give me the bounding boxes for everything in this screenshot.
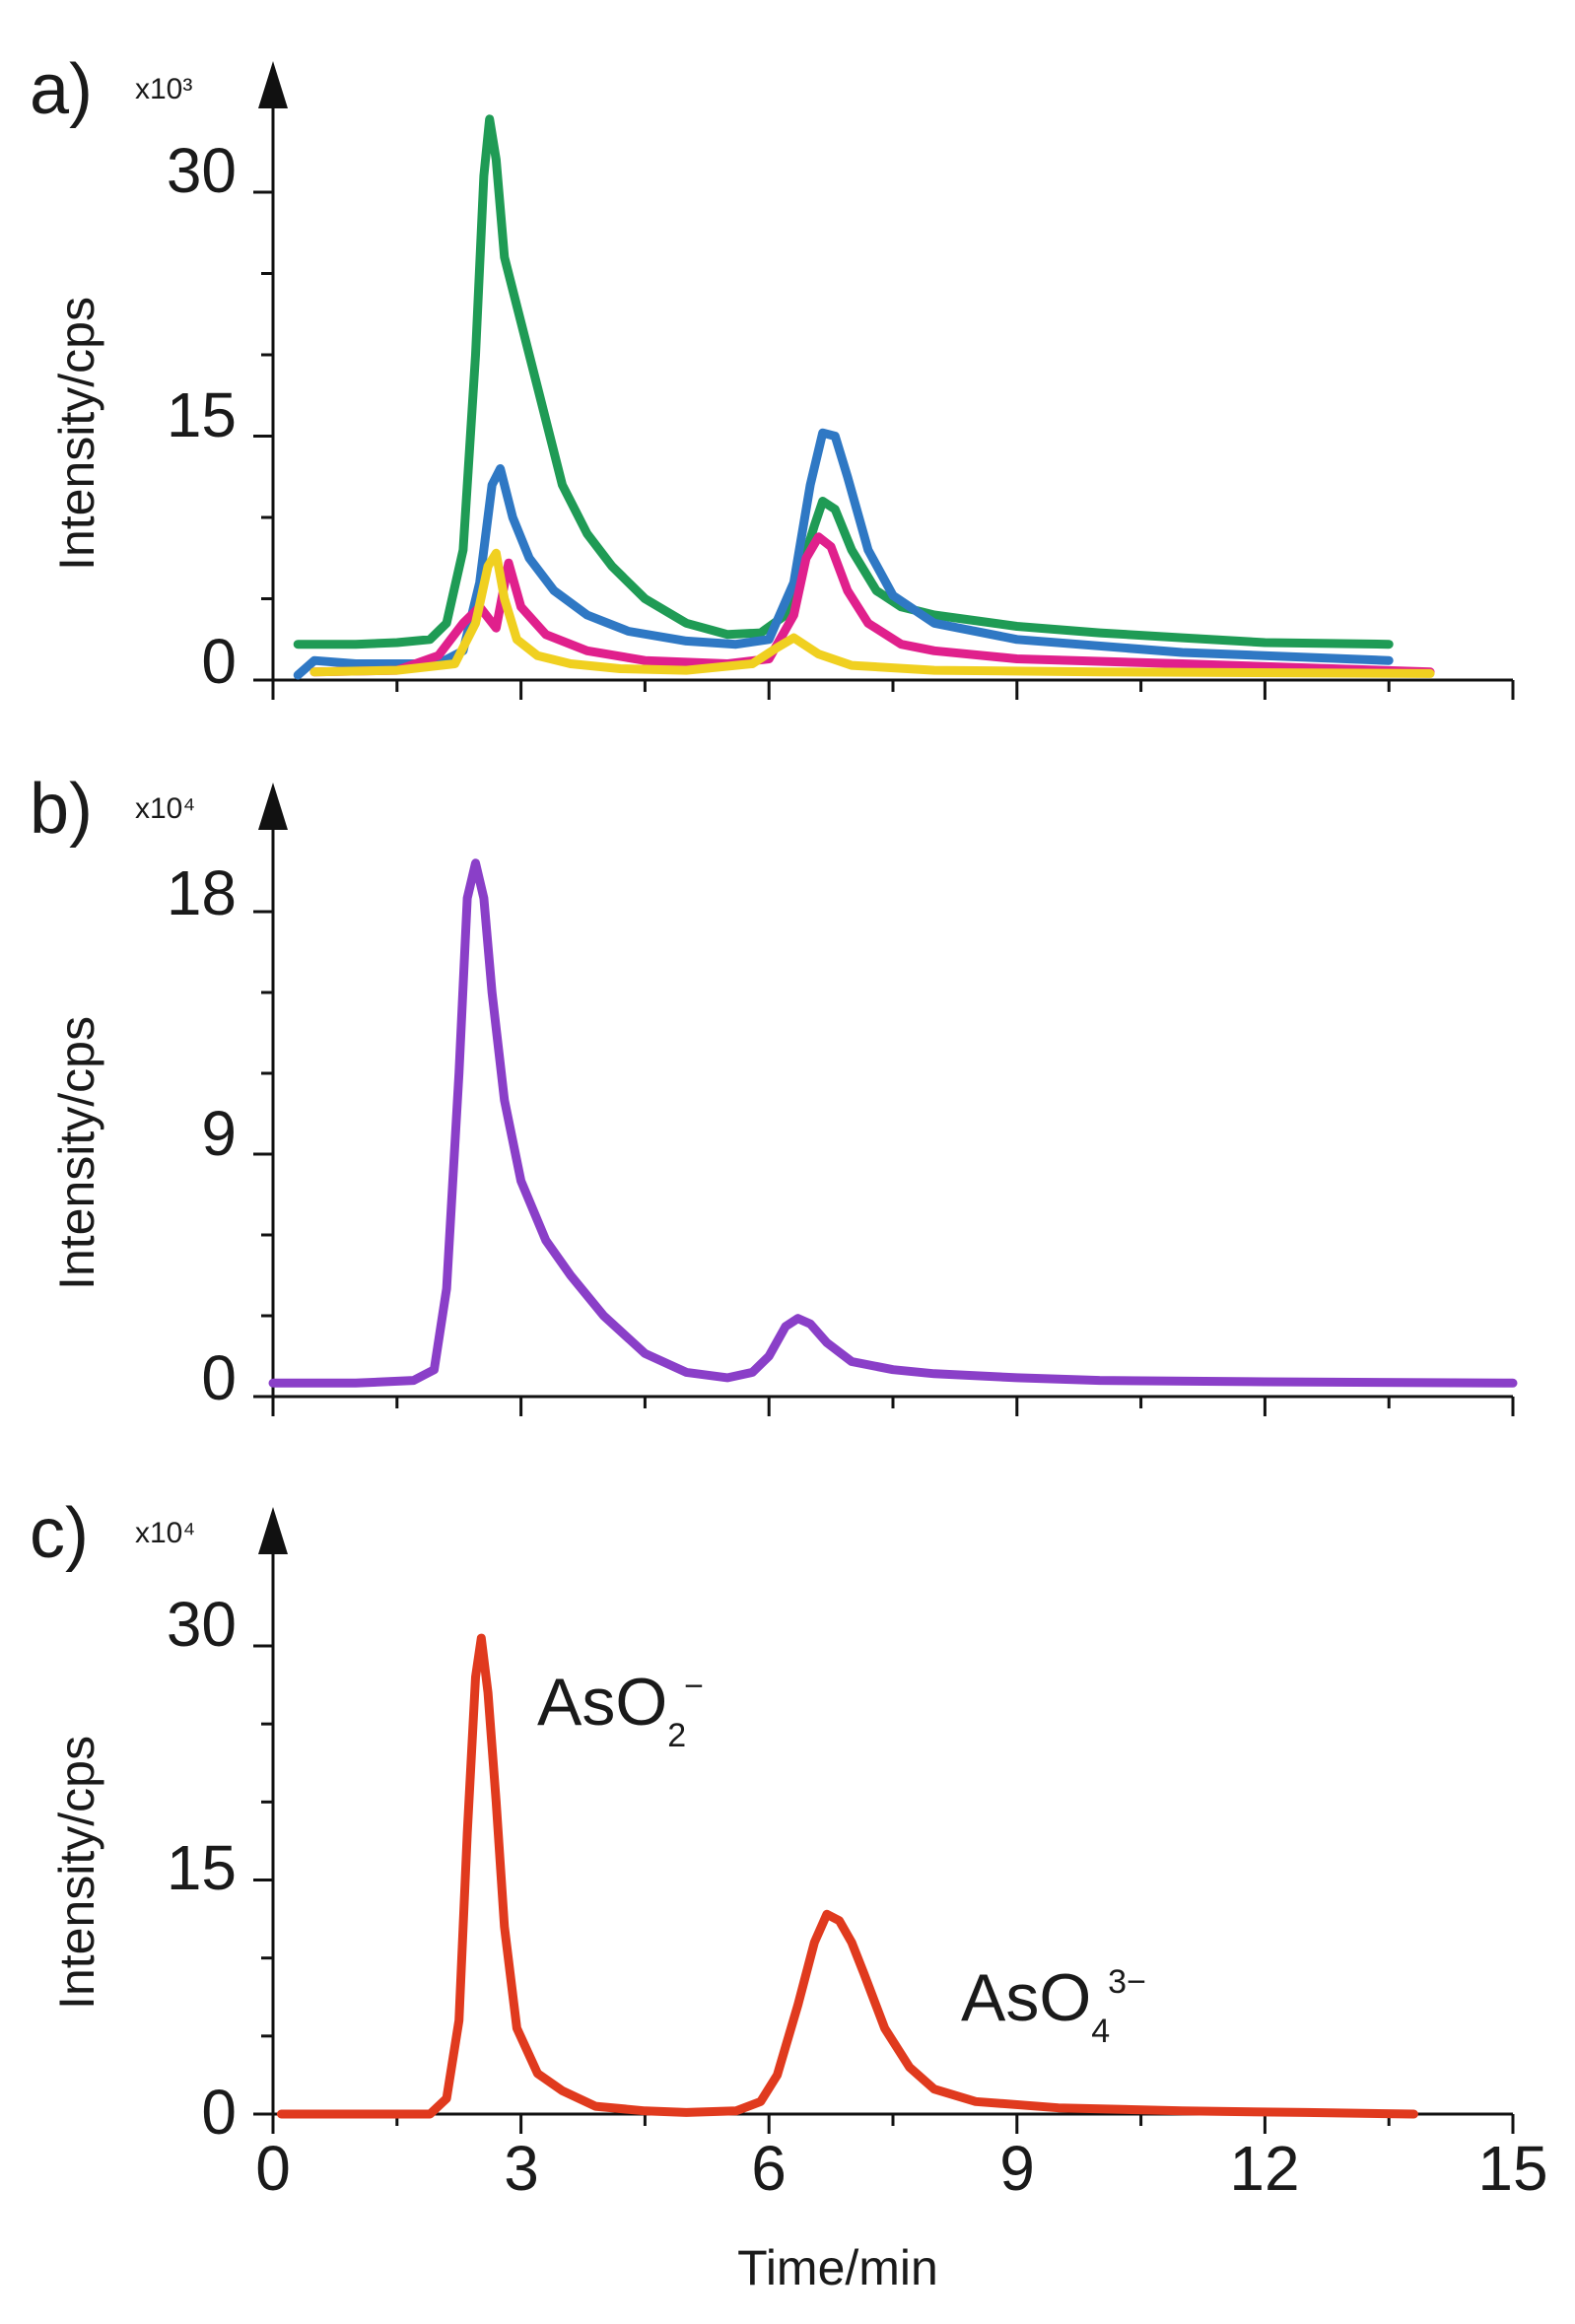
panel-a-letter: a) [30,50,93,129]
panel-b-ytick-label-18: 18 [167,857,237,928]
panel-c-y-axis-label: Intensity/cps [49,1736,104,2010]
panel-a-y-axis-arrow [258,61,288,108]
panel-b-y-axis-arrow [258,783,288,830]
x-tick-label-3: 3 [504,2133,539,2204]
x-tick-label-0: 0 [255,2133,291,2204]
x-axis-label: Time/min [737,2240,938,2295]
panel-c-series [276,1633,1418,2119]
annotation-aso2: AsO2 − [537,1665,704,1754]
panel-c-ytick-label-15: 15 [167,1832,237,1903]
panel-a-ytick-label-15: 15 [167,379,237,450]
panel-c-series-line-1 [276,1633,1418,2119]
panel-a-ytick-label-30: 30 [167,135,237,206]
annotation-aso2-base: AsO [537,1665,667,1740]
x-tick-label-15: 15 [1477,2133,1547,2204]
panel-a: a) x10³ Intensity/cps 0 15 30 [30,50,1515,700]
panel-c-multiplier: x10⁴ [135,1517,195,1549]
panel-a-series [293,114,1435,680]
panel-a-y-axis-label: Intensity/cps [49,297,104,571]
panel-c-ytick-label-0: 0 [201,2077,237,2148]
panel-a-ticks [253,190,1515,700]
x-tick-label-6: 6 [751,2133,787,2204]
x-tick-label-9: 9 [999,2133,1035,2204]
annotation-aso4: AsO4 3− [961,1960,1146,2050]
x-tick-label-12: 12 [1229,2133,1299,2204]
panel-b-series-line-1 [268,858,1518,1388]
annotation-aso4-base: AsO [961,1960,1091,2035]
panel-c: c) x10⁴ Intensity/cps 0 15 30 0 3 6 9 12… [30,1494,1548,2295]
panel-b-ticks [253,910,1515,1416]
annotation-aso4-subscript: 4 [1091,2013,1110,2050]
panel-b-y-axis-label: Intensity/cps [49,1016,104,1290]
panel-a-multiplier: x10³ [135,73,192,105]
panel-b: b) x10⁴ Intensity/cps 0 9 18 [30,770,1518,1416]
annotation-aso2-superscript: − [684,1668,704,1705]
panel-c-y-axis-arrow [258,1507,288,1554]
panel-c-ytick-label-30: 30 [167,1589,237,1660]
panel-b-ytick-label-9: 9 [201,1098,237,1169]
annotation-aso2-subscript: 2 [667,1717,686,1754]
panel-b-multiplier: x10⁴ [135,792,195,825]
panel-c-ticks [253,1644,1515,2134]
annotation-aso4-superscript: 3− [1108,1963,1146,2001]
panel-b-letter: b) [30,770,93,849]
panel-a-ytick-label-0: 0 [201,626,237,697]
panel-b-series [268,858,1518,1388]
panel-c-letter: c) [30,1494,89,1573]
panel-b-ytick-label-0: 0 [201,1342,237,1413]
panel-a-series-line-4 [309,548,1435,678]
panel-a-series-line-1 [293,114,1394,649]
